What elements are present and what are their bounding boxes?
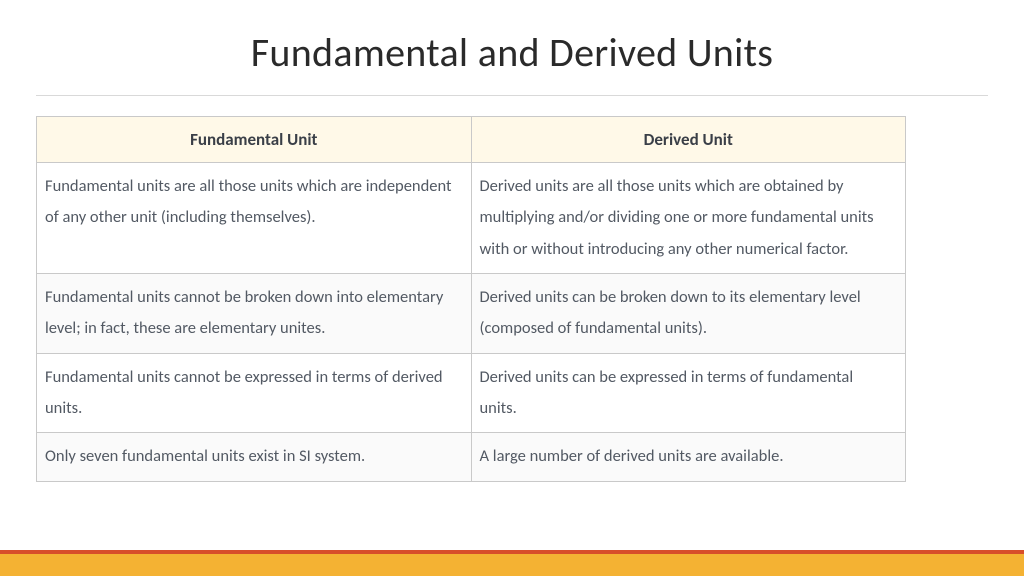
table-cell: Derived units are all those units which … — [471, 163, 906, 274]
table-header-cell: Fundamental Unit — [37, 117, 472, 163]
table-row: Fundamental units are all those units wh… — [37, 163, 906, 274]
title-divider — [36, 95, 988, 96]
table-row: Only seven fundamental units exist in SI… — [37, 433, 906, 481]
page-title: Fundamental and Derived Units — [0, 0, 1024, 95]
table-cell: Only seven fundamental units exist in SI… — [37, 433, 472, 481]
table-header-row: Fundamental Unit Derived Unit — [37, 117, 906, 163]
slide: Fundamental and Derived Units Fundamenta… — [0, 0, 1024, 576]
table-cell: Derived units can be broken down to its … — [471, 274, 906, 354]
table-cell: Fundamental units cannot be expressed in… — [37, 353, 472, 433]
table-cell: Derived units can be expressed in terms … — [471, 353, 906, 433]
comparison-table: Fundamental Unit Derived Unit Fundamenta… — [36, 116, 906, 482]
table-cell: Fundamental units cannot be broken down … — [37, 274, 472, 354]
table-cell: A large number of derived units are avai… — [471, 433, 906, 481]
table-header-cell: Derived Unit — [471, 117, 906, 163]
table-row: Fundamental units cannot be broken down … — [37, 274, 906, 354]
footer-bar — [0, 550, 1024, 576]
footer-main — [0, 554, 1024, 576]
table-cell: Fundamental units are all those units wh… — [37, 163, 472, 274]
table-row: Fundamental units cannot be expressed in… — [37, 353, 906, 433]
